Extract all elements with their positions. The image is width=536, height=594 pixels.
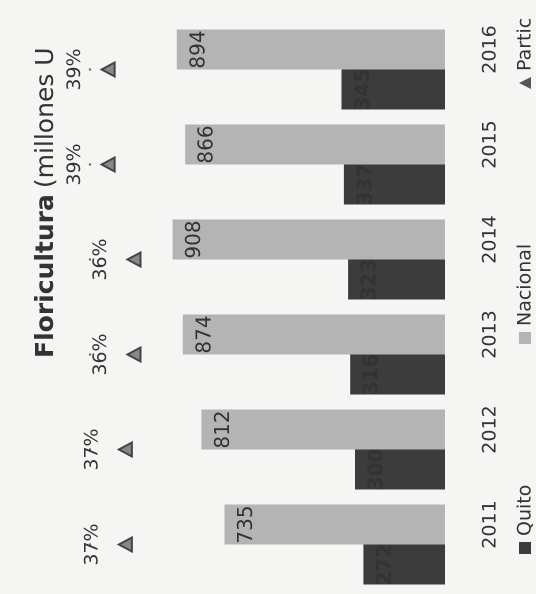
bar-value-label: 300 bbox=[364, 449, 388, 491]
chart-title: Floricultura (millones U bbox=[30, 47, 59, 358]
bar bbox=[185, 124, 445, 165]
axis-dot bbox=[88, 163, 92, 166]
bar bbox=[182, 314, 446, 355]
bar bbox=[350, 354, 446, 395]
legend-label: Quito bbox=[514, 485, 536, 536]
bar-value-label: 272 bbox=[372, 544, 396, 586]
bar bbox=[176, 29, 446, 70]
bar bbox=[363, 544, 445, 585]
bar-value-label: 812 bbox=[210, 410, 234, 448]
axis-dot bbox=[88, 353, 92, 356]
legend-swatch bbox=[519, 542, 531, 554]
bar bbox=[172, 219, 445, 260]
bar bbox=[224, 504, 445, 545]
bar-value-label: 874 bbox=[191, 315, 215, 353]
point-label: 39% bbox=[63, 48, 85, 90]
axis-dot bbox=[88, 68, 92, 71]
x-tick-label: 2012 bbox=[479, 405, 501, 453]
point-label: 39% bbox=[63, 143, 85, 185]
x-tick-label: 2013 bbox=[479, 310, 501, 358]
rotated-chart: Floricultura (millones U 2011 2012 2013 2014… bbox=[30, 18, 536, 586]
axis-dot bbox=[88, 448, 92, 451]
axis-dot bbox=[88, 543, 92, 546]
bar-value-label: 316 bbox=[359, 354, 383, 396]
bar-value-label: 894 bbox=[185, 30, 209, 68]
x-tick-label: 2015 bbox=[479, 120, 501, 168]
bar bbox=[341, 69, 445, 110]
bar-value-label: 323 bbox=[357, 259, 381, 301]
point-label: 36% bbox=[89, 333, 111, 375]
axis-dot bbox=[88, 258, 92, 261]
legend-label: Nacional bbox=[514, 244, 536, 326]
legend-swatch bbox=[519, 332, 531, 344]
marker bbox=[99, 155, 116, 174]
bar-value-label: 908 bbox=[181, 220, 205, 258]
legend-swatch bbox=[519, 77, 531, 89]
x-tick-label: 2014 bbox=[479, 215, 501, 263]
bar-value-label: 866 bbox=[194, 125, 218, 163]
bar bbox=[348, 259, 446, 300]
point-label: 37% bbox=[80, 428, 102, 470]
marker bbox=[125, 250, 142, 269]
bar bbox=[201, 409, 445, 450]
bar-value-label: 337 bbox=[352, 164, 376, 206]
bar bbox=[355, 449, 445, 490]
marker bbox=[116, 440, 133, 459]
subtitle: (millones U bbox=[30, 47, 59, 188]
bar bbox=[343, 164, 445, 205]
marker bbox=[125, 345, 142, 364]
point-label: 36% bbox=[89, 238, 111, 280]
marker bbox=[116, 535, 133, 554]
title: Floricultura bbox=[30, 194, 59, 358]
legend-label: Partic bbox=[514, 18, 536, 71]
marker bbox=[99, 60, 116, 79]
x-tick-label: 2016 bbox=[479, 25, 501, 73]
bar-value-label: 735 bbox=[233, 505, 257, 543]
bar-value-label: 345 bbox=[350, 69, 374, 111]
point-label: 37% bbox=[80, 523, 102, 565]
x-tick-label: 2011 bbox=[479, 500, 501, 548]
